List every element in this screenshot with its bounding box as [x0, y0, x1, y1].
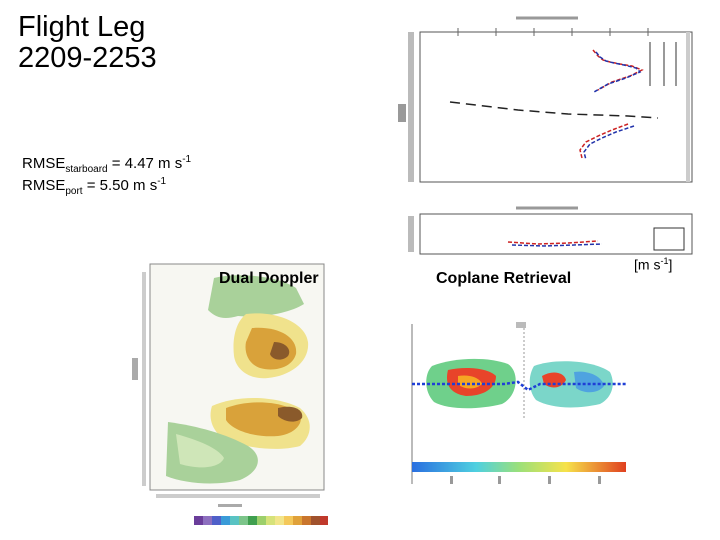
palette-swatch	[293, 516, 302, 525]
small-starboard-profile	[507, 240, 599, 245]
top-ticks	[457, 28, 649, 36]
title-line-2: 2209-2253	[18, 42, 157, 74]
port-profile-upper	[593, 51, 642, 93]
flight-track	[412, 380, 626, 392]
coplane-colorbar	[412, 462, 626, 472]
left-axis-labels	[408, 32, 414, 182]
palette-swatch	[275, 516, 284, 525]
left-axis-title	[398, 104, 406, 122]
upper-green-lobe	[208, 275, 304, 318]
wind-profile-plot-small	[408, 206, 693, 255]
small-port-profile	[511, 243, 603, 247]
lower-brown-max	[278, 406, 303, 422]
starboard-profile-upper	[592, 49, 644, 91]
palette-swatch	[194, 516, 203, 525]
palette-swatch	[311, 516, 320, 525]
palette-swatch	[248, 516, 257, 525]
palette-swatch	[266, 516, 275, 525]
coplane-east-blue	[574, 371, 604, 393]
rmse-port-prefix: RMSE	[22, 177, 66, 194]
wind-profile-plot-top	[398, 16, 693, 183]
coplane-retrieval-label: Coplane Retrieval	[436, 270, 572, 287]
rmse-port: RMSEport = 5.50 m s-1	[22, 176, 166, 197]
dual-doppler-y-title	[132, 358, 138, 380]
upper-brown-max	[270, 342, 290, 360]
palette-swatch	[257, 516, 266, 525]
small-left-axis-labels	[408, 216, 414, 252]
right-axis-ticks	[686, 32, 690, 182]
lower-light-green	[176, 434, 224, 468]
coplane-panel	[411, 322, 626, 484]
coplane-marker-label	[516, 322, 526, 328]
rmse-port-value: = 5.50 m s	[82, 177, 158, 194]
port-profile-lower	[583, 125, 635, 161]
palette-swatch	[230, 516, 239, 525]
flight-leg-title: Flight Leg 2209-2253	[18, 12, 157, 74]
dual-doppler-label: Dual Doppler	[219, 270, 319, 287]
dual-doppler-palette	[194, 516, 328, 525]
units-base: [m s	[634, 256, 661, 273]
rmse-starboard-exp: -1	[182, 154, 192, 165]
rmse-starboard-prefix: RMSE	[22, 155, 66, 172]
palette-swatch	[203, 516, 212, 525]
upper-orange-core	[245, 327, 297, 370]
profile-legend	[649, 42, 677, 86]
small-profile-legend	[653, 227, 685, 251]
dual-doppler-y-ticks	[142, 272, 146, 486]
in-situ-profile	[449, 101, 659, 119]
dual-doppler-panel	[132, 263, 328, 525]
units-label: [m s-1]	[634, 256, 672, 273]
profile-frame	[419, 31, 693, 183]
starboard-profile-lower	[579, 123, 629, 159]
palette-swatch	[302, 516, 311, 525]
small-profile-frame	[419, 213, 693, 255]
coplane-east-cell	[529, 361, 613, 408]
units-close: ]	[668, 256, 673, 273]
rmse-starboard: RMSEstarboard = 4.47 m s-1	[22, 154, 191, 175]
colorbar-tick-labels	[450, 476, 601, 484]
palette-swatch	[212, 516, 221, 525]
palette-swatch	[239, 516, 248, 525]
rmse-starboard-value: = 4.47 m s	[107, 155, 183, 172]
palette-swatch	[284, 516, 293, 525]
palette-swatch	[320, 516, 328, 525]
dual-doppler-x-title	[218, 504, 242, 507]
title-line-1: Flight Leg	[18, 11, 146, 43]
palette-swatch	[221, 516, 230, 525]
dual-doppler-x-ticks	[156, 494, 320, 498]
rmse-port-exp: -1	[157, 176, 167, 187]
units-exp: -1	[660, 256, 669, 266]
rmse-starboard-sub: starboard	[65, 164, 108, 175]
rmse-port-sub: port	[65, 186, 83, 197]
